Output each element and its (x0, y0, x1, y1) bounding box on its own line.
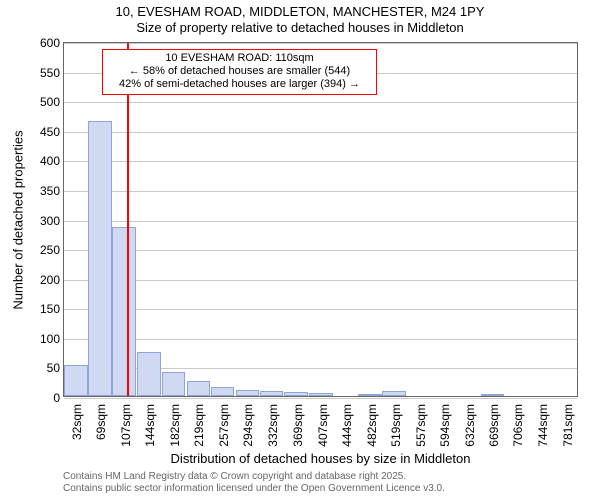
y-gridline (64, 309, 577, 310)
title-line1: 10, EVESHAM ROAD, MIDDLETON, MANCHESTER,… (0, 4, 600, 20)
histogram-bar (358, 394, 382, 396)
x-tick-label: 369sqm (289, 404, 305, 447)
histogram-bar (162, 372, 186, 396)
y-tick-label: 600 (40, 36, 64, 50)
chart-title: 10, EVESHAM ROAD, MIDDLETON, MANCHESTER,… (0, 0, 600, 37)
x-tick-label: 557sqm (412, 404, 428, 447)
histogram-bar (64, 365, 88, 396)
y-tick-label: 450 (40, 125, 64, 139)
x-tick-label: 294sqm (239, 404, 255, 447)
y-tick-label: 0 (53, 391, 64, 405)
y-tick-label: 350 (40, 184, 64, 198)
x-tick-label: 332sqm (264, 404, 280, 447)
histogram-bar (236, 390, 260, 396)
histogram-bar (187, 381, 211, 396)
x-tick-label: 32sqm (68, 404, 84, 440)
y-tick-label: 250 (40, 243, 64, 257)
y-gridline (64, 132, 577, 133)
x-tick-label: 257sqm (215, 404, 231, 447)
y-tick-label: 500 (40, 95, 64, 109)
x-tick-label: 144sqm (141, 404, 157, 447)
y-gridline (64, 339, 577, 340)
y-gridline (64, 398, 577, 399)
histogram-bar (284, 392, 308, 396)
x-tick-label: 482sqm (363, 404, 379, 447)
x-tick-label: 219sqm (190, 404, 206, 447)
y-tick-label: 100 (40, 332, 64, 346)
y-gridline (64, 250, 577, 251)
histogram-plot: 05010015020025030035040045050055060032sq… (63, 42, 578, 397)
histogram-bar (112, 227, 136, 396)
title-line2: Size of property relative to detached ho… (0, 20, 600, 36)
x-tick-label: 182sqm (166, 404, 182, 447)
y-gridline (64, 161, 577, 162)
y-gridline (64, 102, 577, 103)
property-marker-line (127, 43, 129, 396)
y-tick-label: 300 (40, 214, 64, 228)
y-tick-label: 400 (40, 154, 64, 168)
histogram-bar (382, 391, 406, 396)
x-tick-label: 69sqm (92, 404, 108, 440)
x-tick-label: 594sqm (436, 404, 452, 447)
y-tick-label: 550 (40, 66, 64, 80)
annotation-box: 10 EVESHAM ROAD: 110sqm← 58% of detached… (102, 49, 377, 95)
x-tick-label: 407sqm (314, 404, 330, 447)
annotation-line: ← 58% of detached houses are smaller (54… (107, 65, 372, 78)
y-tick-label: 150 (40, 302, 64, 316)
footer-line2: Contains public sector information licen… (63, 483, 445, 495)
footer-attribution: Contains HM Land Registry data © Crown c… (63, 471, 445, 495)
footer-line1: Contains HM Land Registry data © Crown c… (63, 471, 445, 483)
y-axis-label: Number of detached properties (11, 130, 26, 309)
histogram-bar (309, 393, 333, 396)
histogram-bar (88, 121, 112, 396)
y-gridline (64, 43, 577, 44)
histogram-bar (260, 391, 284, 396)
y-tick-label: 50 (47, 361, 64, 375)
x-tick-label: 444sqm (338, 404, 354, 447)
annotation-line: 10 EVESHAM ROAD: 110sqm (107, 52, 372, 65)
y-gridline (64, 191, 577, 192)
x-tick-label: 669sqm (485, 404, 501, 447)
x-axis-label: Distribution of detached houses by size … (63, 451, 578, 466)
x-tick-label: 632sqm (461, 404, 477, 447)
histogram-bar (137, 352, 161, 396)
histogram-bar (481, 394, 505, 396)
x-tick-label: 781sqm (559, 404, 575, 447)
y-gridline (64, 221, 577, 222)
annotation-line: 42% of semi-detached houses are larger (… (107, 78, 372, 91)
histogram-bar (211, 387, 235, 396)
x-tick-label: 107sqm (117, 404, 133, 447)
y-gridline (64, 280, 577, 281)
x-tick-label: 519sqm (387, 404, 403, 447)
x-tick-label: 744sqm (534, 404, 550, 447)
y-tick-label: 200 (40, 273, 64, 287)
x-tick-label: 706sqm (509, 404, 525, 447)
